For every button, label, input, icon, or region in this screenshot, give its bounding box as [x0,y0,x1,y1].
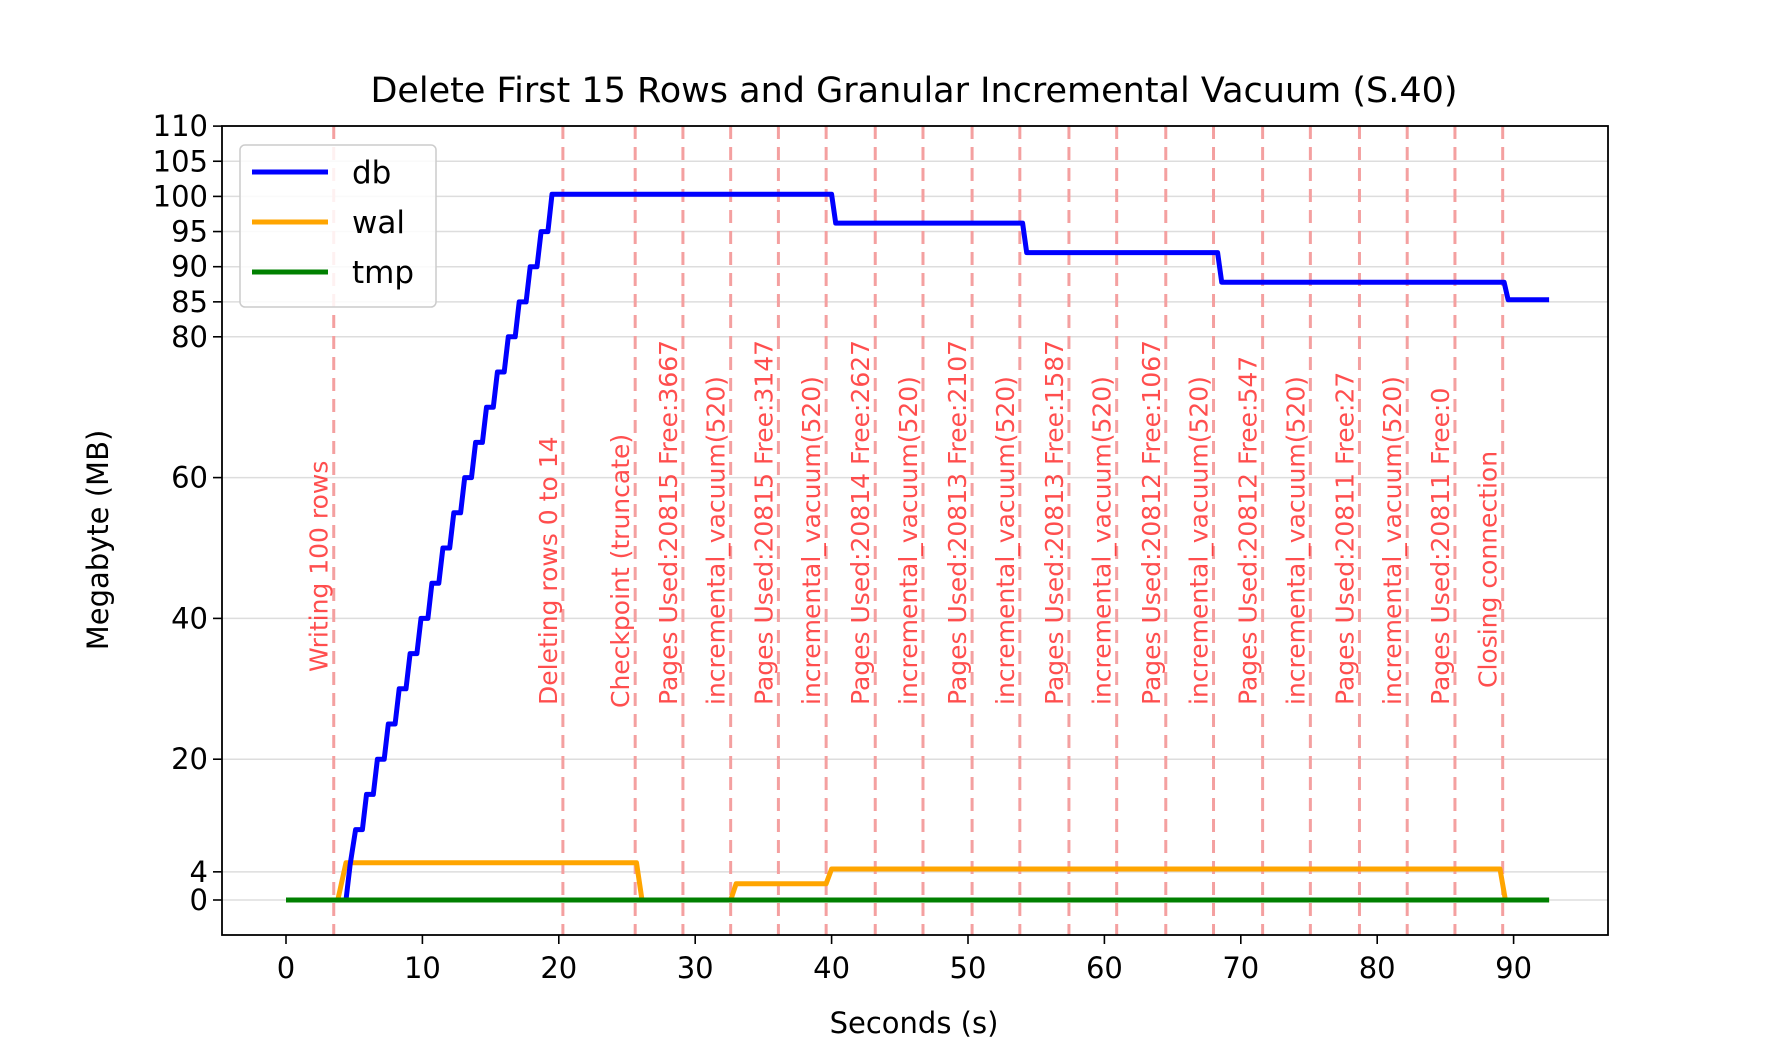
event-label: Pages Used:20813 Free:2107 [943,340,972,705]
y-tick-label: 105 [153,144,208,178]
event-label: incremental_vacuum(520) [1185,376,1214,705]
y-tick-label: 20 [171,742,208,776]
x-tick-label: 40 [813,951,850,985]
event-label: incremental_vacuum(520) [1378,376,1407,705]
x-tick-label: 60 [1086,951,1123,985]
legend-label-tmp: tmp [352,255,414,291]
y-tick-label: 0 [190,883,208,917]
event-label: Pages Used:20812 Free:547 [1234,356,1263,705]
event-label: Pages Used:20811 Free:0 [1426,388,1455,705]
plot-frame [221,125,1609,936]
y-tick-label: 100 [153,179,208,213]
legend-box [239,144,437,308]
chart-title: Delete First 15 Rows and Granular Increm… [370,71,1457,111]
event-label: Writing 100 rows [305,461,334,672]
event-label: Pages Used:20814 Free:2627 [846,340,875,705]
y-tick-label: 110 [153,109,208,143]
event-label: Pages Used:20812 Free:1067 [1137,340,1166,705]
y-tick-label: 60 [171,461,208,495]
legend-label-db: db [352,155,391,191]
y-axis-title: Megabyte (MB) [81,430,115,651]
y-tick-label: 90 [171,250,208,284]
event-label: Deleting rows 0 to 14 [534,436,563,705]
x-tick-label: 50 [950,951,987,985]
event-label: incremental_vacuum(520) [702,376,731,705]
y-tick-label: 40 [171,601,208,635]
event-label: incremental_vacuum(520) [894,376,923,705]
x-tick-label: 0 [277,951,295,985]
event-label: incremental_vacuum(520) [1281,376,1310,705]
y-tick-label: 95 [171,215,208,249]
x-tick-label: 70 [1222,951,1259,985]
x-tick-label: 80 [1359,951,1396,985]
event-label: Checkpoint (truncate) [606,434,635,708]
x-tick-label: 20 [540,951,577,985]
series-line-wal [286,860,1550,903]
y-tick-label: 4 [190,855,208,889]
x-tick-label: 10 [404,951,441,985]
event-label: incremental_vacuum(520) [797,376,826,705]
x-axis-ticks: 0 10 20 30 40 50 60 70 80 90 [277,935,1532,985]
legend-label-wal: wal [352,205,405,241]
y-tick-label: 85 [171,285,208,319]
event-label: Pages Used:20813 Free:1587 [1040,340,1069,705]
grid-lines [222,125,1608,901]
event-label: Pages Used:20815 Free:3147 [749,340,778,705]
event-label: Pages Used:20815 Free:3667 [654,340,683,705]
x-tick-label: 30 [677,951,714,985]
event-labels: Writing 100 rows Deleting rows 0 to 14 Che… [305,340,1503,708]
legend: db wal tmp [239,144,437,308]
x-axis-title: Seconds (s) [830,1006,999,1040]
series-line-db [286,191,1550,903]
event-label: incremental_vacuum(520) [1088,376,1117,705]
series-lines [286,191,1550,903]
event-label: Closing connection [1474,451,1503,688]
x-tick-label: 90 [1495,951,1532,985]
event-label: Pages Used:20811 Free:27 [1330,372,1359,705]
event-label: incremental_vacuum(520) [991,376,1020,705]
event-markers [332,126,1505,935]
y-tick-label: 80 [171,320,208,354]
